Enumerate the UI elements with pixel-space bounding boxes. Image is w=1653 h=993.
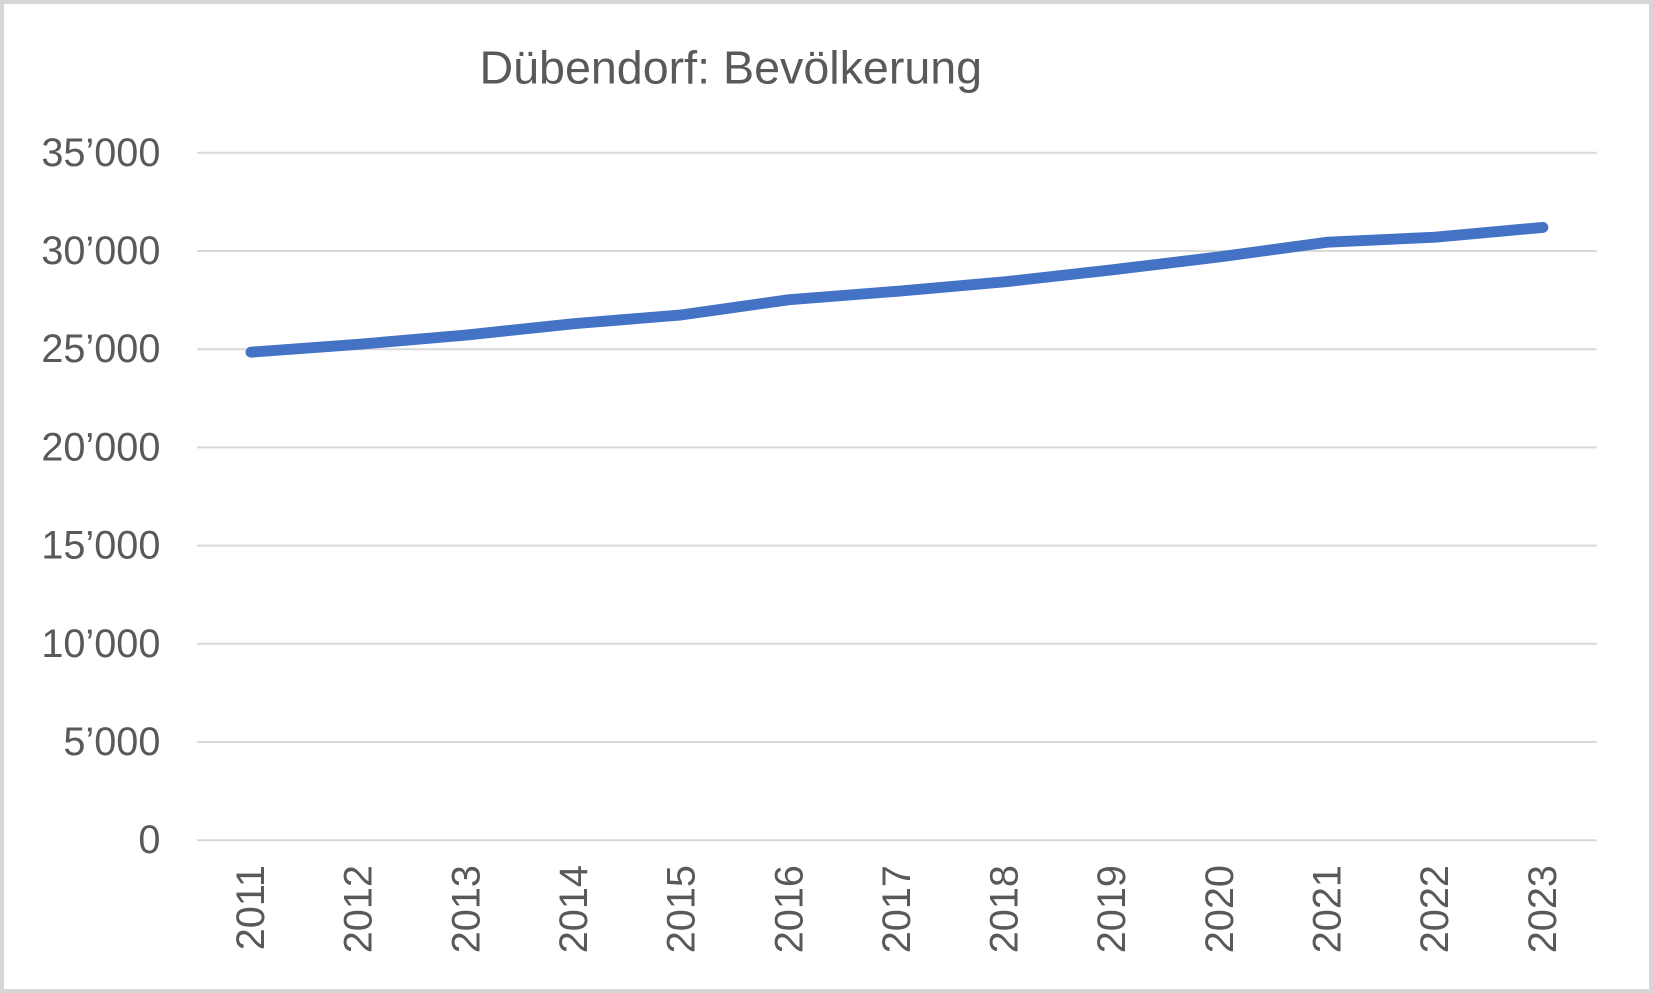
x-axis-tick-label: 2023 [1521, 865, 1565, 953]
x-axis-tick-label: 2013 [444, 865, 488, 953]
population-line-chart: Dübendorf: Bevölkerung 0 5’000 10’000 15’00… [41, 41, 1597, 953]
y-axis-tick-label: 10’000 [41, 622, 160, 666]
x-axis-tick-label: 2020 [1198, 865, 1242, 953]
x-axis-tick-label: 2022 [1413, 865, 1457, 953]
x-axis-tick-label: 2021 [1306, 865, 1350, 953]
x-axis-tick-label: 2016 [767, 865, 811, 953]
y-gridlines [197, 151, 1597, 842]
y-axis-tick-labels: 0 5’000 10’000 15’000 20’000 25’000 30’000 35’0… [41, 131, 160, 862]
x-axis-tick-label: 2019 [1090, 865, 1134, 953]
x-axis-tick-label: 2011 [229, 865, 273, 950]
series-line-bevoelkerung [245, 221, 1549, 358]
x-axis-tick-labels: 2011 2012 2013 2014 2015 2016 2017 2018 2019 2020… [229, 865, 1565, 953]
x-axis-tick-label: 2017 [875, 865, 919, 953]
y-axis-tick-label: 5’000 [63, 720, 160, 764]
y-axis-tick-label: 0 [138, 818, 160, 862]
x-axis-tick-label: 2015 [660, 865, 704, 953]
y-axis-tick-label: 15’000 [41, 524, 160, 568]
y-axis-tick-label: 20’000 [41, 425, 160, 469]
x-axis-tick-label: 2014 [552, 865, 596, 953]
y-axis-tick-label: 30’000 [41, 229, 160, 273]
chart-title: Dübendorf: Bevölkerung [479, 41, 982, 93]
x-axis-tick-label: 2018 [983, 865, 1027, 953]
y-axis-tick-label: 35’000 [41, 131, 160, 175]
y-axis-tick-label: 25’000 [41, 327, 160, 371]
x-axis-tick-label: 2012 [337, 865, 381, 953]
